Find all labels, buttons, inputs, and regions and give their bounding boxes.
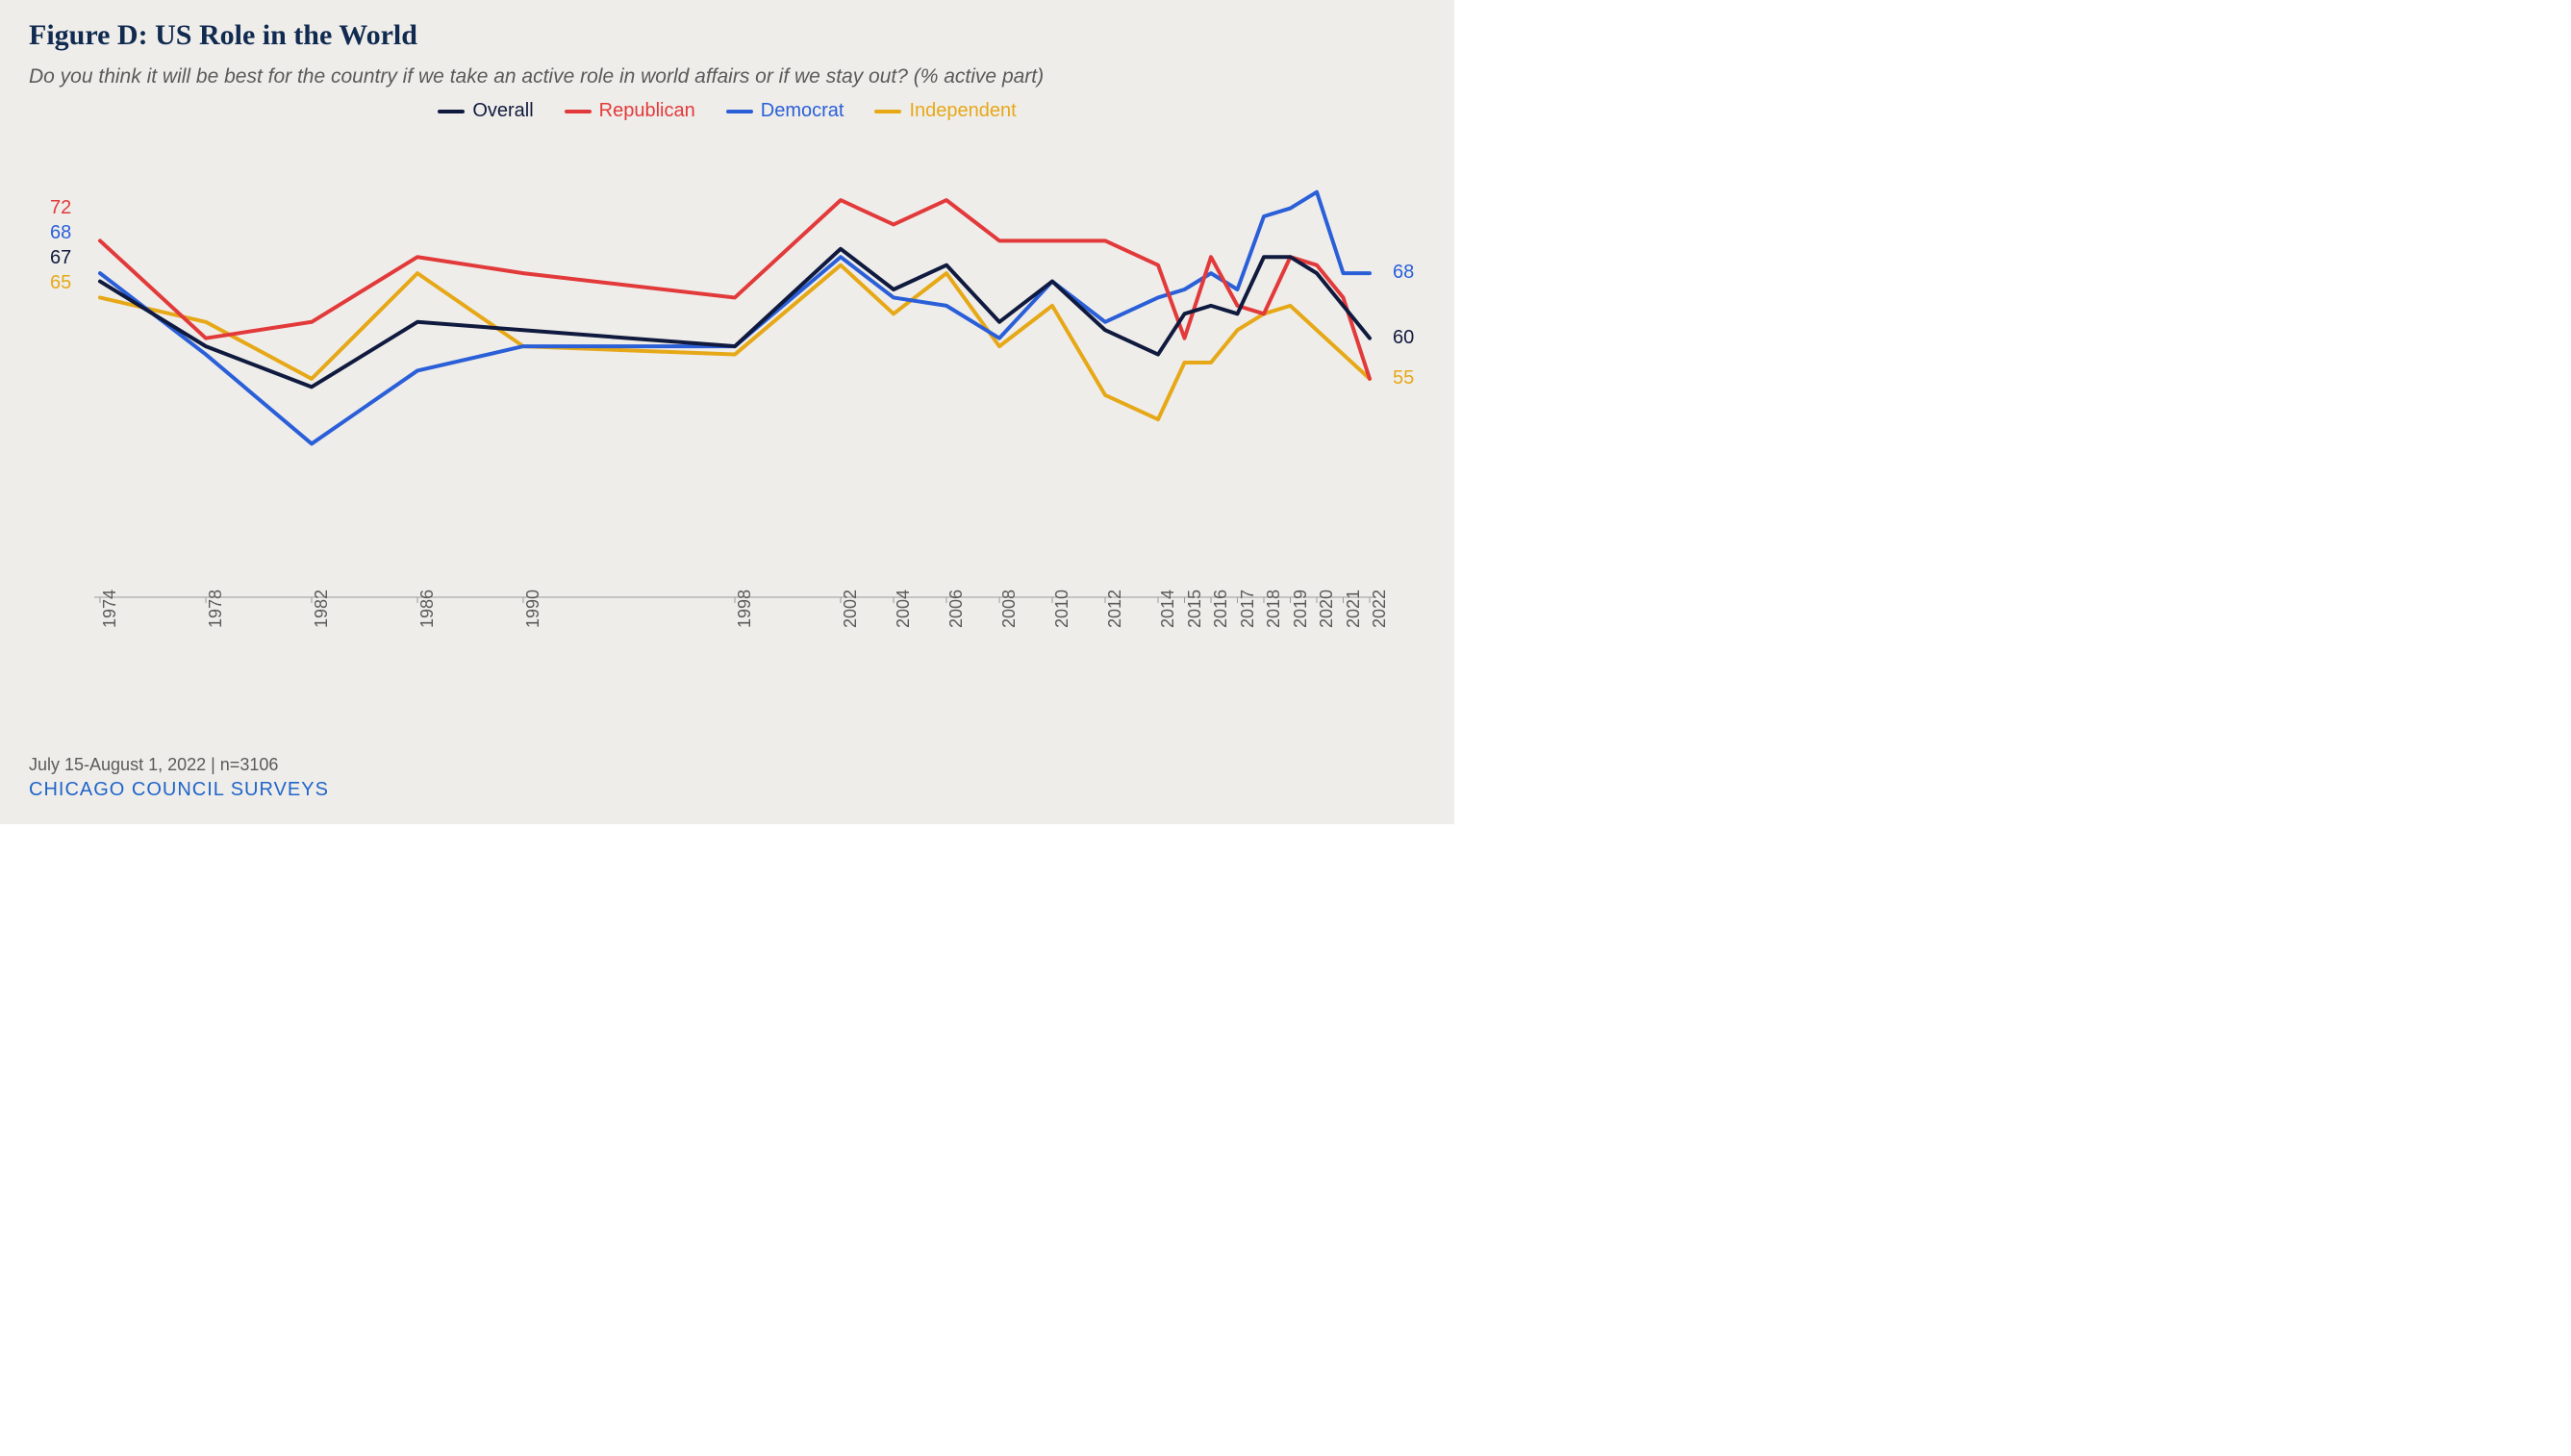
x-tick-label: 2021: [1344, 590, 1364, 628]
x-tick-label: 1986: [417, 590, 438, 628]
chart-title: Figure D: US Role in the World: [29, 19, 1425, 52]
x-tick-label: 2019: [1291, 590, 1311, 628]
x-tick-label: 2015: [1185, 590, 1205, 628]
legend-label: Overall: [472, 100, 533, 122]
x-tick-label: 2002: [841, 590, 861, 628]
legend-label: Democrat: [761, 100, 844, 122]
legend-label: Republican: [599, 100, 695, 122]
legend-swatch: [874, 110, 901, 113]
footer-date: July 15-August 1, 2022 | n=3106: [29, 755, 329, 775]
line-chart-svg: [38, 132, 1424, 632]
legend-swatch: [726, 110, 753, 113]
x-tick-label: 1978: [206, 590, 226, 628]
x-tick-label: 1982: [312, 590, 332, 628]
end-label-overall: 60: [1393, 327, 1414, 349]
chart-subtitle: Do you think it will be best for the cou…: [29, 63, 1375, 90]
x-tick-label: 2016: [1211, 590, 1231, 628]
x-tick-label: 2014: [1158, 590, 1178, 628]
x-tick-label: 1990: [523, 590, 543, 628]
legend: Overall Republican Democrat Independent: [29, 100, 1425, 122]
legend-item: Democrat: [726, 100, 844, 122]
legend-label: Independent: [909, 100, 1016, 122]
x-tick-label: 1998: [735, 590, 755, 628]
x-tick-label: 1974: [100, 590, 120, 628]
x-tick-label: 2006: [946, 590, 967, 628]
start-label-overall: 67: [50, 247, 71, 269]
legend-item: Independent: [874, 100, 1016, 122]
x-tick-label: 2008: [999, 590, 1020, 628]
legend-item: Overall: [438, 100, 533, 122]
start-label-democrat: 68: [50, 222, 71, 244]
legend-swatch: [438, 110, 465, 113]
start-label-republican: 72: [50, 197, 71, 219]
chart-footer: July 15-August 1, 2022 | n=3106 CHICAGO …: [29, 755, 329, 801]
x-tick-label: 2017: [1238, 590, 1258, 628]
x-tick-label: 2020: [1317, 590, 1337, 628]
series-line-democrat: [100, 192, 1370, 444]
plot-area: 1974 1978 1982 1986 1990 1998 2002 2004 2006 2008…: [38, 132, 1424, 632]
start-label-independent: 65: [50, 272, 71, 294]
legend-item: Republican: [565, 100, 695, 122]
series-line-independent: [100, 265, 1370, 419]
chart-container: Figure D: US Role in the World Do you th…: [0, 0, 1454, 824]
end-label-independent: 55: [1393, 367, 1414, 389]
x-tick-label: 2018: [1264, 590, 1284, 628]
x-tick-label: 2022: [1370, 590, 1390, 628]
end-label-democrat: 68: [1393, 262, 1414, 284]
x-tick-label: 2010: [1052, 590, 1072, 628]
x-tick-label: 2004: [894, 590, 914, 628]
x-tick-label: 2012: [1105, 590, 1125, 628]
footer-source: CHICAGO COUNCIL SURVEYS: [29, 779, 329, 801]
legend-swatch: [565, 110, 592, 113]
x-axis-ticks: 1974 1978 1982 1986 1990 1998 2002 2004 2006 2008…: [38, 574, 1424, 641]
